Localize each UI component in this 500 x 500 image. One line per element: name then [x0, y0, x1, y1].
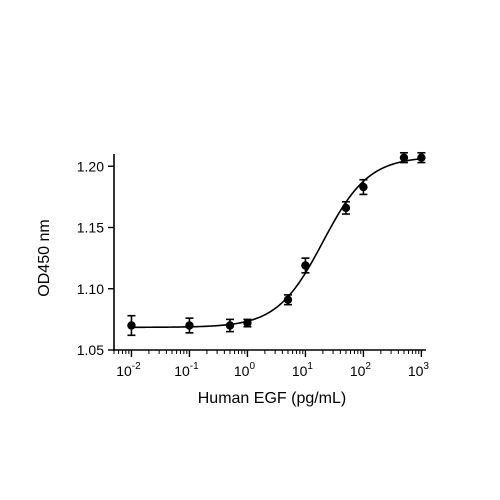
x-tick-exponent: -1	[190, 361, 199, 372]
x-tick-label: 103	[408, 361, 430, 379]
y-tick-label: 1.05	[77, 342, 104, 358]
data-point	[185, 321, 193, 329]
data-point	[226, 321, 234, 329]
data-point-group	[127, 316, 135, 336]
data-point	[284, 296, 292, 304]
x-tick-exponent: 2	[365, 361, 371, 372]
data-point-group	[417, 153, 425, 163]
data-point	[127, 321, 135, 329]
data-point-group	[301, 258, 309, 273]
x-axis-title: Human EGF (pg/mL)	[198, 390, 346, 407]
x-tick-label: 10-1	[174, 361, 199, 379]
x-tick-exponent: -2	[132, 361, 141, 372]
y-tick-label: 1.20	[77, 158, 104, 174]
x-tick-base: 10	[350, 363, 366, 379]
x-tick-base: 10	[116, 363, 132, 379]
data-point-group	[359, 180, 367, 195]
x-tick-label: 102	[350, 361, 372, 379]
data-point	[400, 153, 408, 161]
x-tick-base: 10	[408, 363, 424, 379]
y-tick-label: 1.10	[77, 281, 104, 297]
data-point	[243, 319, 251, 327]
data-point-group	[226, 319, 234, 331]
x-tick-exponent: 3	[423, 361, 429, 372]
x-tick-exponent: 1	[307, 361, 313, 372]
data-point-group	[243, 319, 251, 327]
data-point-group	[342, 202, 350, 214]
fit-curve-layer	[131, 159, 421, 328]
x-tick-base: 10	[234, 363, 250, 379]
y-axis-title: OD450 nm	[36, 219, 53, 296]
y-tick-label: 1.15	[77, 220, 104, 236]
x-tick-exponent: 0	[249, 361, 255, 372]
x-tick-label: 101	[292, 361, 314, 379]
x-tick-label: 100	[234, 361, 256, 379]
x-tick-base: 10	[174, 363, 190, 379]
x-tick-label: 10-2	[116, 361, 141, 379]
data-point-group	[284, 295, 292, 305]
data-point	[342, 204, 350, 212]
fit-curve	[131, 159, 421, 328]
data-point	[359, 183, 367, 191]
x-tick-base: 10	[292, 363, 308, 379]
data-point	[301, 261, 309, 269]
data-point	[417, 153, 425, 161]
data-point-group	[185, 318, 193, 333]
